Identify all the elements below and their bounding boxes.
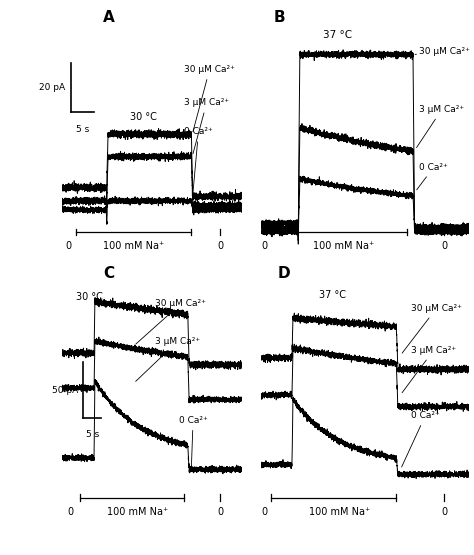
Text: 0 Ca²⁺: 0 Ca²⁺ bbox=[417, 163, 448, 190]
Text: 30 °C: 30 °C bbox=[130, 112, 157, 122]
Text: 0: 0 bbox=[441, 241, 447, 251]
Text: 30 μM Ca²⁺: 30 μM Ca²⁺ bbox=[402, 304, 462, 353]
Text: 0 Ca²⁺: 0 Ca²⁺ bbox=[401, 411, 439, 467]
Text: 0: 0 bbox=[217, 507, 223, 517]
Text: 100 mM Na⁺: 100 mM Na⁺ bbox=[107, 507, 168, 517]
Text: 0: 0 bbox=[68, 507, 73, 517]
Text: 37 °C: 37 °C bbox=[323, 30, 352, 40]
Text: 3 μM Ca²⁺: 3 μM Ca²⁺ bbox=[417, 105, 465, 148]
Text: D: D bbox=[278, 266, 291, 281]
Text: 0: 0 bbox=[262, 241, 268, 251]
Text: 100 mM Na⁺: 100 mM Na⁺ bbox=[103, 241, 164, 251]
Text: 0 Ca²⁺: 0 Ca²⁺ bbox=[184, 127, 213, 198]
Text: 3 μM Ca²⁺: 3 μM Ca²⁺ bbox=[184, 98, 229, 154]
Text: 37 °C: 37 °C bbox=[319, 290, 346, 300]
Text: C: C bbox=[103, 266, 115, 281]
Text: 5 s: 5 s bbox=[86, 430, 99, 439]
Text: 100 mM Na⁺: 100 mM Na⁺ bbox=[313, 241, 375, 251]
Text: 50 pA: 50 pA bbox=[52, 386, 78, 395]
Text: 20 pA: 20 pA bbox=[39, 83, 65, 92]
Text: 30 μM Ca²⁺: 30 μM Ca²⁺ bbox=[184, 65, 235, 132]
Text: 3 μM Ca²⁺: 3 μM Ca²⁺ bbox=[402, 346, 456, 393]
Text: 100 mM Na⁺: 100 mM Na⁺ bbox=[310, 507, 371, 517]
Text: 5 s: 5 s bbox=[76, 125, 89, 134]
Text: B: B bbox=[274, 10, 285, 25]
Text: 0: 0 bbox=[441, 507, 447, 517]
Text: 0 Ca²⁺: 0 Ca²⁺ bbox=[179, 416, 208, 467]
Text: 0: 0 bbox=[217, 241, 223, 251]
Text: 3 μM Ca²⁺: 3 μM Ca²⁺ bbox=[136, 337, 201, 381]
Text: 30 μM Ca²⁺: 30 μM Ca²⁺ bbox=[415, 47, 470, 57]
Text: A: A bbox=[103, 10, 115, 25]
Text: 0: 0 bbox=[262, 507, 268, 517]
Text: 30 μM Ca²⁺: 30 μM Ca²⁺ bbox=[136, 299, 206, 344]
Text: 30 °C: 30 °C bbox=[76, 292, 103, 302]
Text: 0: 0 bbox=[66, 241, 72, 251]
